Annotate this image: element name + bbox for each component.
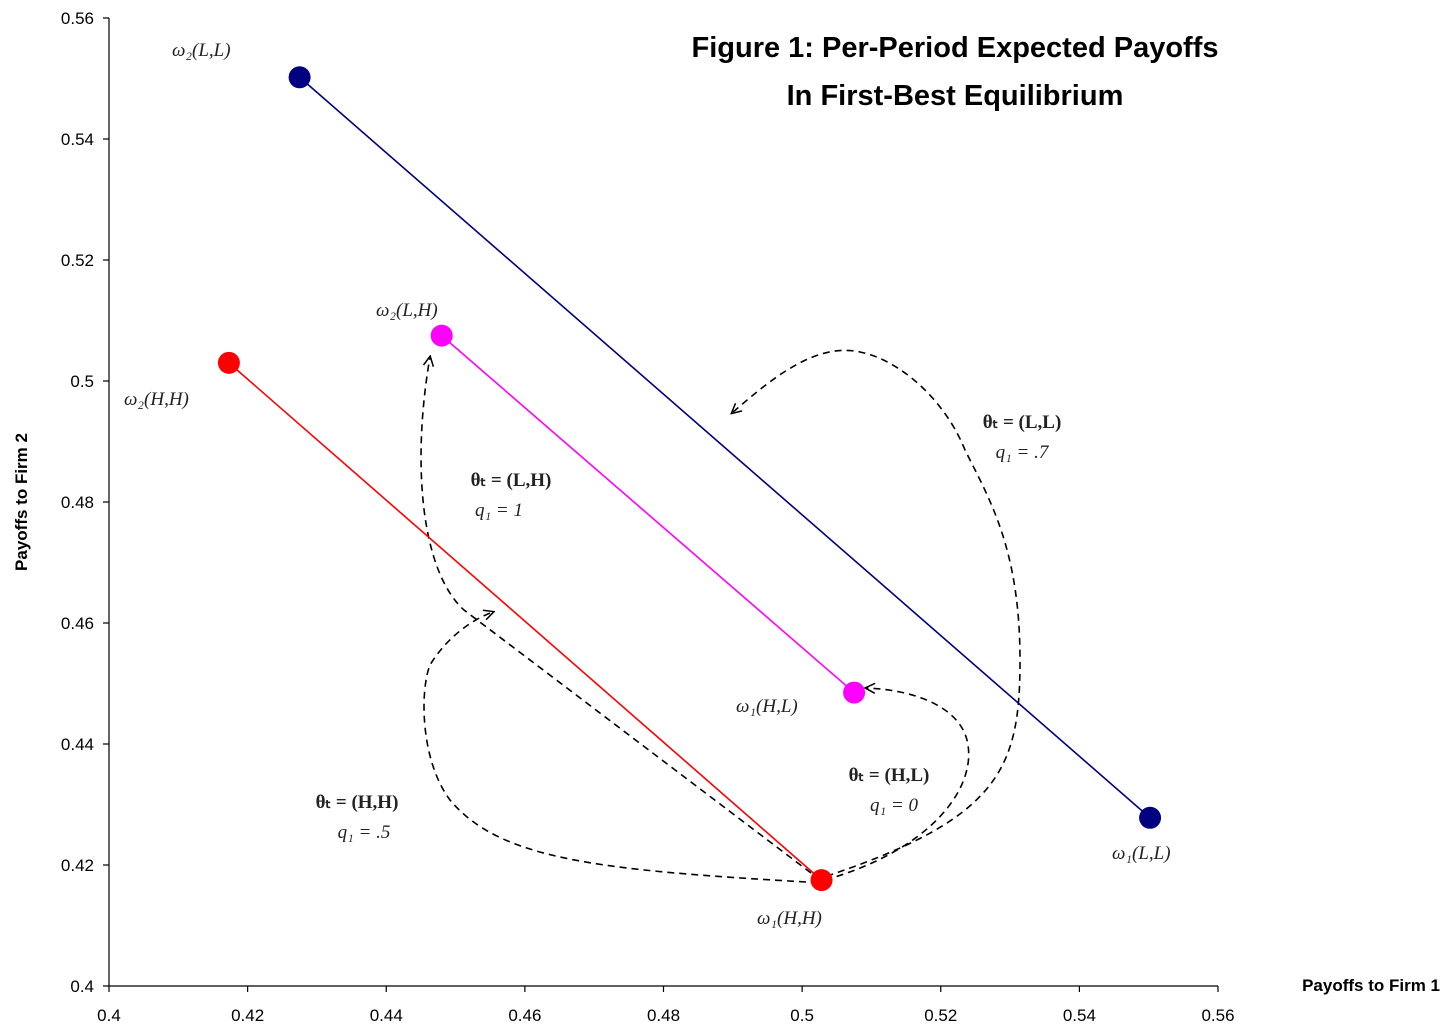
x-tick-label: 0.42 bbox=[231, 1006, 264, 1025]
point-label-w2-hh: ω₂(H,H) bbox=[124, 389, 189, 410]
y-tick-label: 0.5 bbox=[70, 372, 94, 391]
x-tick-label: 0.56 bbox=[1201, 1006, 1234, 1025]
series-2-point-0 bbox=[217, 351, 240, 374]
y-tick-label: 0.52 bbox=[61, 251, 94, 270]
series-layer bbox=[217, 66, 1162, 892]
series-0-segment bbox=[299, 76, 1151, 819]
y-tick-label: 0.46 bbox=[61, 614, 94, 633]
transition-annotations: θₜ = (L,L) q₁ = .7 θₜ = (L,H) q₁ = 1 θₜ … bbox=[316, 412, 1062, 843]
series-1-point-1 bbox=[843, 681, 866, 704]
x-tick-label: 0.4 bbox=[97, 1006, 121, 1025]
series-0-point-0 bbox=[288, 66, 311, 89]
point-label-w1-hh: ω₁(H,H) bbox=[757, 908, 822, 929]
series-0-point-1 bbox=[1139, 806, 1162, 829]
arrow-ll bbox=[732, 349, 1021, 881]
annotation-hh-state: θₜ = (H,H) bbox=[316, 792, 399, 813]
y-tick-label: 0.4 bbox=[70, 977, 94, 996]
point-label-w2-lh: ω₂(L,H) bbox=[376, 300, 438, 321]
y-tick-label: 0.56 bbox=[61, 9, 94, 28]
annotation-ll-q: q₁ = .7 bbox=[996, 442, 1050, 463]
transition-arrows bbox=[420, 349, 1021, 883]
annotation-hl-q: q₁ = 0 bbox=[870, 795, 918, 816]
annotation-hl-state: θₜ = (H,L) bbox=[849, 765, 930, 786]
point-label-w1-hl: ω₁(H,L) bbox=[736, 696, 798, 717]
arrow-hh bbox=[423, 612, 807, 883]
x-axis-ticks: 0.4 0.42 0.44 0.46 0.48 0.5 0.52 0.54 0.56 bbox=[97, 986, 1235, 1025]
y-axis-title: Payoffs to Firm 2 bbox=[12, 433, 31, 571]
y-tick-label: 0.54 bbox=[61, 130, 94, 149]
arrow-hl bbox=[824, 688, 970, 881]
point-labels: ω₂(L,L) ω₁(L,L) ω₂(L,H) ω₁(H,L) ω₂(H,H) … bbox=[124, 40, 1171, 929]
x-tick-label: 0.48 bbox=[647, 1006, 680, 1025]
x-axis-title: Payoffs to Firm 1 bbox=[1302, 976, 1440, 995]
arrow-lh bbox=[420, 357, 812, 874]
x-tick-label: 0.46 bbox=[508, 1006, 541, 1025]
chart-title-line1: Figure 1: Per-Period Expected Payoffs bbox=[692, 32, 1219, 64]
axes bbox=[108, 18, 1218, 987]
series-1-segment bbox=[441, 335, 855, 694]
y-tick-label: 0.44 bbox=[61, 735, 94, 754]
point-label-w1-ll: ω₁(L,L) bbox=[1112, 843, 1171, 864]
annotation-lh-state: θₜ = (L,H) bbox=[471, 470, 552, 491]
annotation-ll-state: θₜ = (L,L) bbox=[983, 412, 1062, 433]
series-2-point-1 bbox=[810, 869, 833, 892]
x-tick-label: 0.5 bbox=[790, 1006, 814, 1025]
x-tick-label: 0.44 bbox=[370, 1006, 403, 1025]
annotation-hh-q: q₁ = .5 bbox=[338, 822, 391, 843]
x-tick-label: 0.52 bbox=[924, 1006, 957, 1025]
chart-title-line2: In First-Best Equilibrium bbox=[787, 80, 1124, 112]
point-label-w2-ll: ω₂(L,L) bbox=[172, 40, 231, 61]
annotation-lh-q: q₁ = 1 bbox=[475, 500, 523, 521]
series-1-point-0 bbox=[430, 324, 453, 347]
y-axis-ticks: 0.4 0.42 0.44 0.46 0.48 0.5 0.52 0.54 0.56 bbox=[61, 9, 109, 996]
y-tick-label: 0.42 bbox=[61, 856, 94, 875]
series-2-segment bbox=[228, 362, 823, 881]
x-tick-label: 0.54 bbox=[1063, 1006, 1096, 1025]
y-tick-label: 0.48 bbox=[61, 493, 94, 512]
